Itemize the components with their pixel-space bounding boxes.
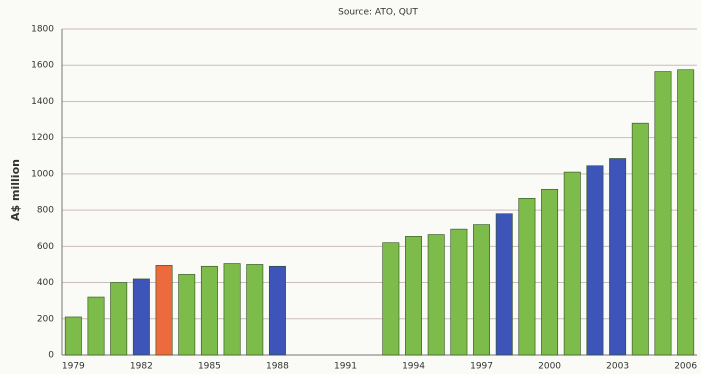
bar: [563, 171, 581, 356]
bar: [64, 316, 82, 356]
bar: [654, 71, 672, 356]
x-tick-label: 2000: [538, 362, 561, 372]
y-tick-label: 800: [37, 206, 54, 216]
bar: [155, 265, 173, 356]
bar: [473, 224, 491, 356]
x-tick-label: 1988: [266, 362, 289, 372]
bar: [382, 242, 400, 356]
x-tick-label: 1997: [470, 362, 493, 372]
y-tick-label: 600: [37, 242, 54, 252]
x-tick-label: 1994: [402, 362, 425, 372]
bar: [495, 213, 513, 356]
x-tick-label: 2003: [606, 362, 629, 372]
bar: [518, 198, 536, 356]
x-tick-label: 2006: [674, 362, 697, 372]
bar: [677, 69, 695, 356]
bar: [268, 265, 286, 356]
bar: [110, 282, 128, 356]
y-tick-label: 1200: [31, 133, 54, 143]
y-axis-label: A$ million: [9, 159, 22, 221]
y-tick-label: 1000: [31, 169, 54, 179]
bar: [200, 265, 218, 356]
x-tick-label: 1985: [198, 362, 221, 372]
bar: [541, 188, 559, 356]
y-tick-label: 1800: [31, 25, 54, 35]
y-tick-label: 1400: [31, 97, 54, 107]
y-tick-label: 200: [37, 314, 54, 324]
chart-subtitle: Source: ATO, QUT: [338, 8, 418, 18]
x-tick-label: 1982: [130, 362, 153, 372]
bar: [178, 274, 196, 356]
bar: [586, 165, 604, 356]
bar: [246, 264, 264, 356]
y-tick-label: 0: [48, 351, 54, 361]
y-tick-label: 400: [37, 278, 54, 288]
bar: [631, 122, 649, 356]
bar: [427, 234, 445, 356]
x-tick-label: 1991: [334, 362, 357, 372]
bar: [609, 158, 627, 356]
bar: [450, 228, 468, 356]
y-tick-label: 1600: [31, 61, 54, 71]
bar: [405, 236, 422, 356]
bar: [223, 263, 241, 356]
bar: [132, 278, 150, 356]
bar: [87, 296, 105, 356]
x-tick-label: 1979: [62, 362, 85, 372]
